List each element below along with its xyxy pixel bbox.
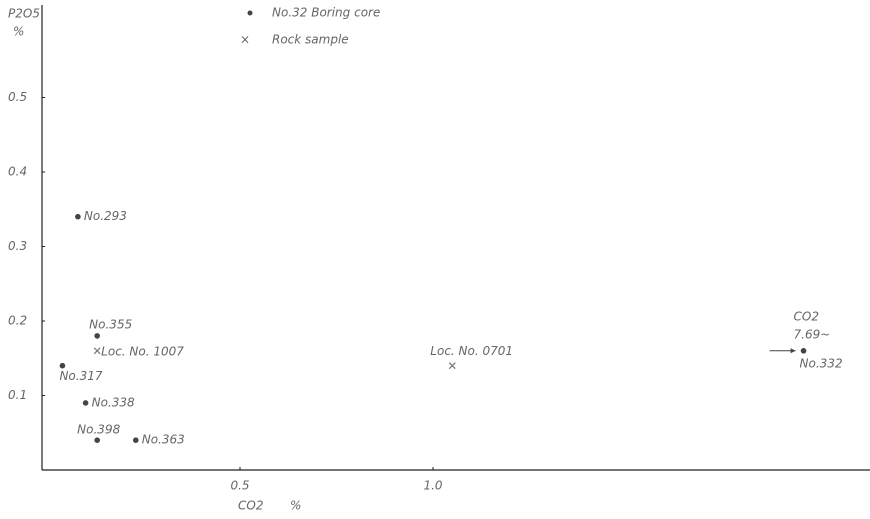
data-point bbox=[94, 333, 100, 339]
data-point bbox=[448, 362, 456, 370]
x-tick-label: 0.5 bbox=[230, 479, 249, 493]
point-label: No.338 bbox=[92, 395, 135, 409]
point-label: No.317 bbox=[59, 369, 102, 383]
annotation-arrow-head bbox=[790, 348, 796, 354]
x-tick-label: 1.0 bbox=[423, 479, 442, 493]
point-label: Loc. No. 0701 bbox=[430, 344, 513, 358]
y-axis-label: P2O5 bbox=[8, 7, 40, 21]
legend-marker bbox=[247, 10, 253, 16]
legend-marker: × bbox=[240, 33, 250, 47]
legend-label: No.32 Boring core bbox=[272, 6, 380, 20]
y-tick-label: 0.4 bbox=[8, 165, 27, 179]
annotation: CO2 bbox=[794, 309, 819, 323]
point-label: No.293 bbox=[84, 209, 127, 223]
point-label: Loc. No. 1007 bbox=[101, 344, 184, 358]
legend-label: Rock sample bbox=[272, 33, 349, 47]
y-tick-label: 0.3 bbox=[8, 239, 27, 253]
y-tick-label: 0.1 bbox=[8, 388, 27, 402]
y-tick-label: 0.5 bbox=[8, 90, 27, 104]
data-point bbox=[94, 437, 100, 444]
annotation: 7.69~ bbox=[794, 327, 831, 341]
point-label: No.363 bbox=[142, 433, 185, 447]
data-point bbox=[82, 400, 89, 406]
point-label: No.398 bbox=[77, 423, 120, 437]
y-axis-unit: % bbox=[13, 25, 24, 39]
y-tick-label: 0.2 bbox=[8, 314, 27, 328]
data-point bbox=[132, 437, 139, 444]
x-axis-label: CO2 bbox=[238, 499, 263, 513]
data-point bbox=[800, 348, 807, 354]
x-axis-unit: % bbox=[290, 499, 301, 513]
point-label: No.355 bbox=[89, 317, 132, 331]
data-point bbox=[93, 347, 101, 355]
point-label: No.332 bbox=[800, 356, 843, 370]
data-point bbox=[59, 362, 66, 369]
data-point bbox=[75, 213, 81, 220]
